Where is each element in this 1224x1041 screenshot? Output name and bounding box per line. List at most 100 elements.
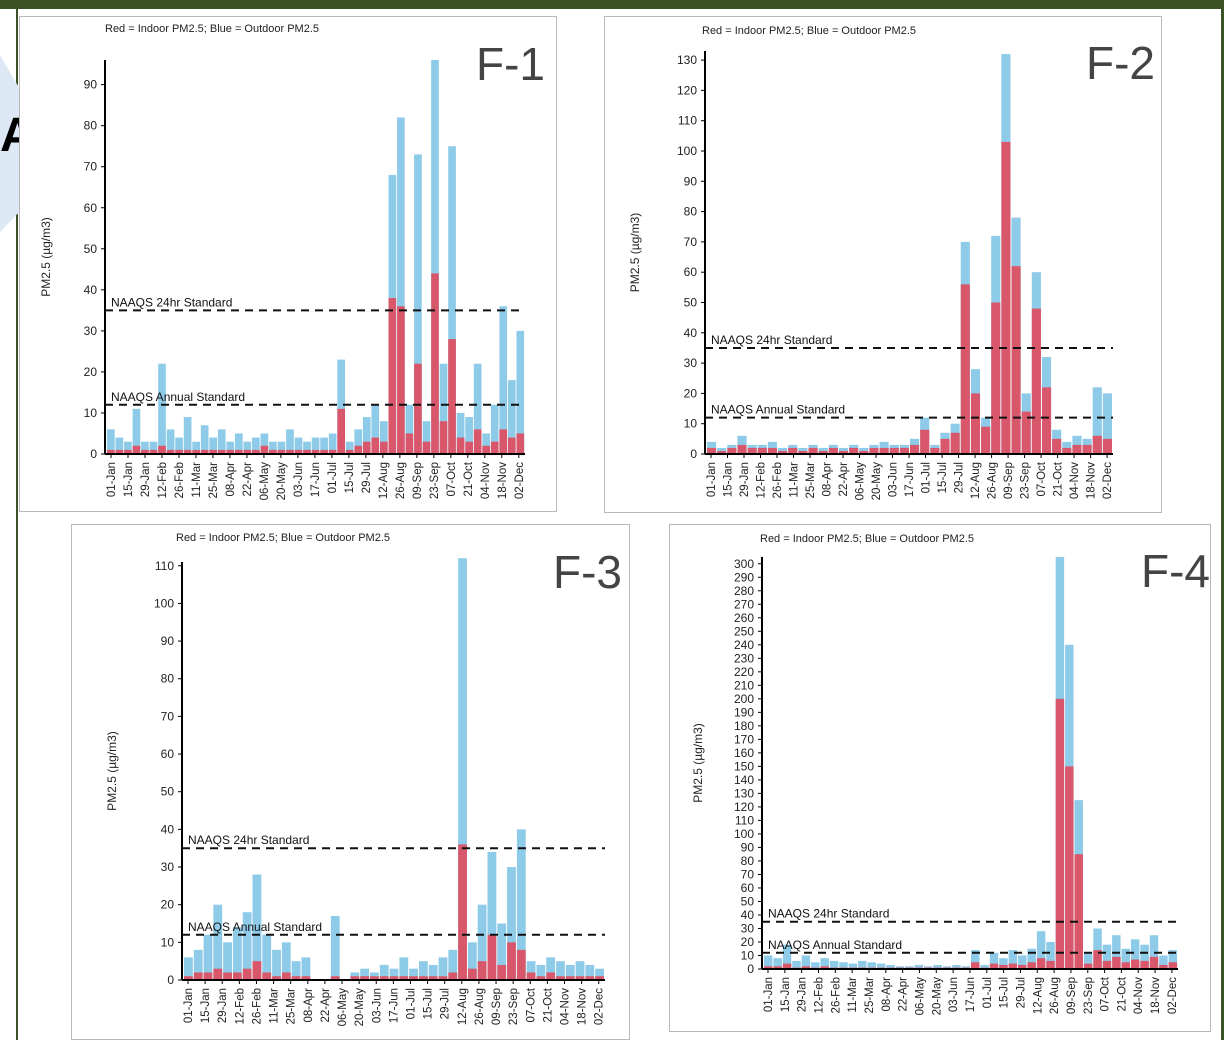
bar-outdoor <box>439 363 448 454</box>
x-tick-label: 20-May <box>871 462 883 501</box>
bar-outdoor <box>232 927 242 980</box>
bar-indoor <box>362 441 371 454</box>
y-tick-label: 20 <box>161 898 175 912</box>
x-tick-label: 03-Jun <box>888 462 900 497</box>
y-tick-label: 200 <box>734 692 754 706</box>
bar-indoor <box>422 441 431 454</box>
x-tick-label: 17-Jun <box>904 462 916 497</box>
bar-indoor <box>818 450 828 454</box>
bar-outdoor <box>183 417 192 454</box>
standard-label: NAAQS Annual Standard <box>188 920 322 934</box>
x-tick-label: 29-Jul <box>954 462 966 493</box>
y-tick-label: 0 <box>747 962 754 976</box>
bar-indoor <box>971 962 980 969</box>
x-tick-label: 07-Oct <box>1036 461 1048 496</box>
bar-outdoor <box>792 960 801 969</box>
bar-outdoor <box>107 429 115 455</box>
bar-outdoor <box>252 874 262 980</box>
legend-text: Red = Indoor PM2.5; Blue = Outdoor PM2.5 <box>760 533 974 545</box>
bar-outdoor <box>223 942 232 980</box>
bar-indoor <box>1008 963 1018 969</box>
bar-outdoor <box>467 942 477 980</box>
x-tick-label: 15-Jan <box>200 988 212 1023</box>
bar-indoor <box>1102 438 1112 454</box>
bar-indoor <box>1027 962 1036 969</box>
x-tick-label: 15-Jul <box>937 462 949 493</box>
y-tick-label: 190 <box>734 705 754 719</box>
y-tick-label: 80 <box>741 854 755 868</box>
y-tick-label: 30 <box>684 356 698 370</box>
x-tick-label: 15-Jul <box>423 988 435 1019</box>
x-tick-label: 23-Sep <box>1020 462 1032 499</box>
bar-outdoor <box>536 964 546 980</box>
bar-indoor <box>1052 438 1062 454</box>
bar-indoor <box>970 393 981 454</box>
bar-outdoor <box>1046 941 1055 969</box>
x-tick-label: 29-Jul <box>1015 977 1027 1008</box>
bar-outdoor <box>192 441 200 454</box>
x-tick-label: 11-Mar <box>789 462 801 498</box>
bar-outdoor <box>867 962 876 969</box>
x-tick-label: 15-Jan <box>123 462 135 497</box>
y-axis-label: PM2.5 (µg/m3) <box>691 723 705 803</box>
bar-indoor <box>262 972 272 980</box>
bar-indoor <box>328 449 337 454</box>
x-tick-label: 08-Apr <box>881 977 893 1012</box>
bar-outdoor <box>217 429 226 455</box>
bar-outdoor <box>971 950 980 969</box>
bar-outdoor <box>1092 387 1102 454</box>
bar-indoor <box>439 421 448 454</box>
y-tick-label: 50 <box>684 295 698 309</box>
y-axis-label: PM2.5 (µg/m3) <box>39 217 53 297</box>
bar-indoor <box>778 450 788 454</box>
bar-indoor <box>388 298 397 454</box>
bar-indoor <box>252 449 260 454</box>
bar-outdoor <box>311 437 320 454</box>
bar-outdoor <box>876 963 886 969</box>
chart-panel-f1: Red = Indoor PM2.5; Blue = Outdoor PM2.5… <box>19 16 557 512</box>
panel-label: F-4 <box>1141 545 1210 597</box>
y-tick-label: 40 <box>84 283 98 297</box>
bar-outdoor <box>507 380 516 455</box>
x-tick-label: 18-Nov <box>1150 977 1162 1014</box>
x-tick-label: 29-Jan <box>797 977 809 1012</box>
y-tick-label: 0 <box>690 447 697 461</box>
y-tick-label: 80 <box>84 119 98 133</box>
y-axis-label: PM2.5 (µg/m3) <box>105 731 119 811</box>
x-tick-label: 23-Sep <box>429 462 441 499</box>
bar-outdoor <box>438 957 448 980</box>
y-tick-label: 210 <box>734 678 754 692</box>
bar-outdoor <box>465 417 473 454</box>
x-tick-label: 23-Sep <box>1083 977 1095 1014</box>
bar-indoor <box>497 964 507 980</box>
y-tick-label: 60 <box>84 201 98 215</box>
y-tick-label: 220 <box>734 665 754 679</box>
bar-indoor <box>252 961 262 980</box>
bar-indoor <box>184 976 193 980</box>
bar-outdoor <box>886 964 895 969</box>
x-tick-label: 06-May <box>337 988 349 1027</box>
bar-indoor <box>428 976 438 980</box>
bar-outdoor <box>1036 931 1046 969</box>
bar-indoor <box>960 284 970 454</box>
x-tick-label: 07-Oct <box>1100 976 1112 1011</box>
bar-indoor <box>1093 950 1102 969</box>
bar-outdoor <box>399 957 409 980</box>
y-tick-label: 0 <box>167 973 174 987</box>
x-tick-label: 15-Jan <box>780 977 792 1012</box>
x-tick-label: 04-Nov <box>480 462 492 499</box>
bar-indoor <box>414 363 422 454</box>
bar-outdoor <box>272 949 281 980</box>
bar-indoor <box>311 449 320 454</box>
x-tick-label: 29-Jul <box>361 462 373 493</box>
y-tick-label: 60 <box>684 265 698 279</box>
bar-indoor <box>487 934 497 980</box>
bar-indoor <box>337 408 346 454</box>
bar-outdoor <box>820 958 829 969</box>
x-tick-label: 21-Oct <box>463 461 475 496</box>
bar-indoor <box>889 447 899 454</box>
bar-indoor <box>192 449 200 454</box>
bar-outdoor <box>980 964 989 969</box>
bar-indoor <box>1055 698 1065 969</box>
bar-indoor <box>350 976 360 980</box>
